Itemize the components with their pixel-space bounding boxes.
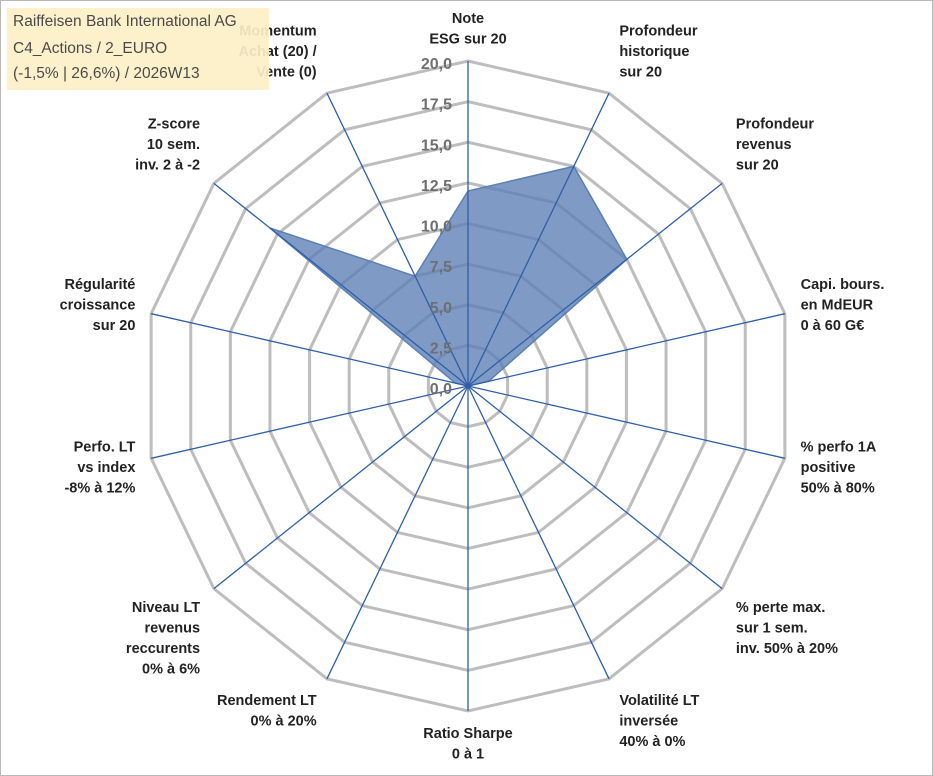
axis-spoke [467,385,723,590]
axis-label-line: 40% à 0% [619,734,685,750]
axis-label: Profondeur historique sur 20 [619,24,697,81]
tick-label: 10,0 [421,219,452,236]
axis-label-line: Rendement LT [217,693,317,709]
axis-spoke [213,385,469,590]
axis-label-line: croissance [60,297,136,313]
tick-label: 2,5 [430,340,452,357]
tick-label: 0,0 [430,381,452,398]
axis-label-line: historique [619,44,689,60]
tick-label: 17,5 [421,97,452,114]
axis-label-line: positive [801,460,856,476]
tick-label: 5,0 [430,300,452,317]
axis-label-line: Profondeur [736,117,814,133]
axis-label-layer: Note ESG sur 20 Profondeur historique sur 20… [60,11,885,763]
performance-label: (-1,5% | 26,6%) / 2026W13 [13,65,200,82]
tick-label: 15,0 [421,137,452,154]
chart-header-box: Raiffeisen Bank International AG C4_Acti… [7,8,269,90]
axis-label-line: reccurents [126,641,200,657]
axis-label-line: % perte max. [736,600,825,616]
axis-label: Z-score 10 sem. inv. 2 à -2 [135,117,200,174]
axis-label-line: Ratio Sharpe [423,726,512,742]
axis-label-line: Z-score [148,117,200,133]
axis-label: Ratio Sharpe 0 à 1 [423,726,512,763]
axis-label-line: inv. 2 à -2 [135,158,200,174]
axis-label-line: Perfo. LT [74,440,136,456]
axis-label-line: sur 1 sem. [736,620,808,636]
tick-label: 20,0 [421,56,452,73]
axis-spoke [151,313,469,387]
axis-label-line: -8% à 12% [64,481,135,497]
axis-spoke [151,385,469,459]
axis-label: % perte max. sur 1 sem. inv. 50% à 20% [736,600,838,657]
axis-spoke [213,182,469,387]
axis-label: Capi. bours. en MdEUR 0 à 60 G€ [801,277,885,334]
axis-label: Perfo. LT vs index -8% à 12% [64,440,135,497]
axis-label-line: 0% à 20% [251,713,317,729]
axis-label-line: Vente (0) [256,65,317,81]
spoke-layer [151,61,785,711]
axis-label-line: 0% à 6% [142,661,200,677]
axis-label-line: vs index [77,460,135,476]
axis-label-line: inv. 50% à 20% [736,641,838,657]
category-label: C4_Actions / 2_EURO [13,40,168,57]
tick-label: 12,5 [421,178,452,195]
axis-label: Niveau LT revenus reccurents 0% à 6% [126,600,200,678]
axis-label-line: 50% à 80% [801,481,875,497]
axis-label-line: Profondeur [619,24,697,40]
axis-label-line: revenus [736,137,792,153]
company-name: Raiffeisen Bank International AG [13,13,237,30]
tick-layer: 0,0 2,5 5,0 7,5 10,0 12,5 15,0 17,5 20,0 [421,56,452,398]
axis-label-line: inversée [619,713,678,729]
axis-label-line: 0 à 1 [452,747,484,763]
axis-label-line: revenus [144,620,200,636]
axis-label-line: % perfo 1A [801,440,877,456]
axis-label: Volatilité LT inversée 40% à 0% [619,693,699,750]
axis-label-line: 0 à 60 G€ [801,318,865,334]
axis-label-line: en MdEUR [801,297,874,313]
axis-label-line: Régularité [64,277,135,293]
axis-label-line: Capi. bours. [801,277,885,293]
axis-label-line: sur 20 [736,158,779,174]
axis-label-line: Niveau LT [132,600,200,616]
axis-label-line: 10 sem. [147,137,200,153]
axis-label-line: sur 20 [619,65,662,81]
axis-label: Note ESG sur 20 [429,11,506,48]
axis-spoke [467,92,610,387]
axis-label-line: Note [452,11,484,27]
axis-label: Profondeur revenus sur 20 [736,117,814,174]
axis-spoke [467,385,785,459]
axis-label-line: Volatilité LT [619,693,699,709]
axis-label-line: ESG sur 20 [429,32,506,48]
axis-label: Régularité croissance sur 20 [60,277,136,334]
axis-label: % perfo 1A positive 50% à 80% [801,440,877,497]
tick-label: 7,5 [430,259,452,276]
axis-label: Rendement LT 0% à 20% [217,693,317,730]
axis-spoke [467,182,723,387]
axis-spoke [467,313,785,387]
axis-spoke [326,92,469,387]
axis-spoke [326,385,469,680]
axis-spoke [467,385,610,680]
axis-label-line: sur 20 [93,318,136,334]
